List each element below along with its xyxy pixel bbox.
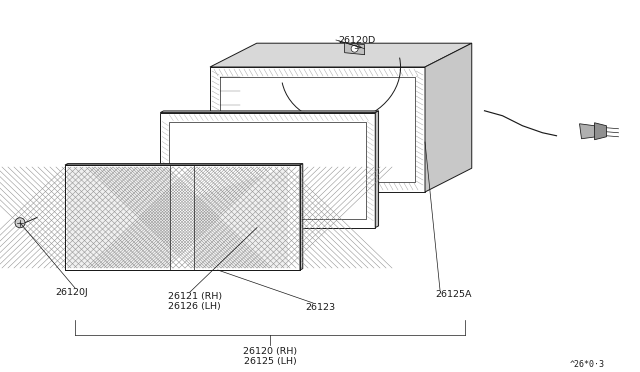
Text: 26121 (RH): 26121 (RH) <box>168 292 222 301</box>
Text: 26125A: 26125A <box>435 290 472 299</box>
Polygon shape <box>65 165 300 270</box>
Polygon shape <box>425 43 472 192</box>
Polygon shape <box>160 113 375 228</box>
Text: 26120J: 26120J <box>55 288 88 297</box>
Circle shape <box>351 45 358 52</box>
Polygon shape <box>210 43 472 67</box>
Polygon shape <box>286 125 310 142</box>
Polygon shape <box>169 122 366 219</box>
Polygon shape <box>300 164 303 270</box>
Circle shape <box>286 126 300 140</box>
Polygon shape <box>375 111 378 228</box>
Polygon shape <box>579 124 596 139</box>
Polygon shape <box>65 164 303 165</box>
Text: 26123: 26123 <box>305 303 335 312</box>
Polygon shape <box>160 111 378 113</box>
Polygon shape <box>595 123 607 140</box>
Text: 26120D: 26120D <box>338 35 375 45</box>
Polygon shape <box>210 67 425 192</box>
Text: 26125 (LH): 26125 (LH) <box>244 357 296 366</box>
Polygon shape <box>67 167 170 268</box>
Text: ^26*0·3: ^26*0·3 <box>570 360 605 369</box>
Circle shape <box>15 218 25 228</box>
Polygon shape <box>194 167 288 268</box>
Text: 26126 (LH): 26126 (LH) <box>168 302 221 311</box>
Polygon shape <box>344 43 365 55</box>
Text: 26120 (RH): 26120 (RH) <box>243 347 297 356</box>
